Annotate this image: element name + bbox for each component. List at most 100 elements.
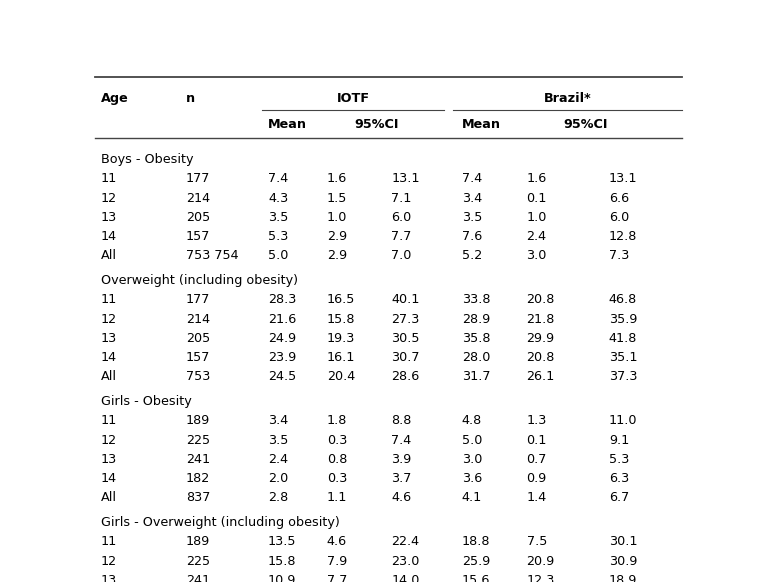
Text: Girls - Obesity: Girls - Obesity <box>101 395 191 408</box>
Text: 14: 14 <box>101 230 117 243</box>
Text: 31.7: 31.7 <box>462 370 490 384</box>
Text: 12: 12 <box>101 555 117 567</box>
Text: 1.6: 1.6 <box>327 172 347 185</box>
Text: 0.9: 0.9 <box>527 472 547 485</box>
Text: Brazil*: Brazil* <box>543 91 591 105</box>
Text: 177: 177 <box>186 172 210 185</box>
Text: 837: 837 <box>186 491 210 505</box>
Text: 1.1: 1.1 <box>327 491 347 505</box>
Text: 26.1: 26.1 <box>527 370 555 384</box>
Text: 214: 214 <box>186 191 210 204</box>
Text: 30.5: 30.5 <box>391 332 420 345</box>
Text: 6.3: 6.3 <box>609 472 629 485</box>
Text: Boys - Obesity: Boys - Obesity <box>101 153 193 166</box>
Text: Age: Age <box>101 91 128 105</box>
Text: Overweight (including obesity): Overweight (including obesity) <box>101 274 298 287</box>
Text: 28.0: 28.0 <box>462 351 490 364</box>
Text: 6.6: 6.6 <box>609 191 629 204</box>
Text: 6.7: 6.7 <box>609 491 629 505</box>
Text: All: All <box>101 249 117 262</box>
Text: 12.8: 12.8 <box>609 230 637 243</box>
Text: 3.9: 3.9 <box>391 453 412 466</box>
Text: 0.3: 0.3 <box>327 434 347 446</box>
Text: 21.8: 21.8 <box>527 313 555 325</box>
Text: 28.6: 28.6 <box>391 370 420 384</box>
Text: 18.8: 18.8 <box>462 535 490 548</box>
Text: 225: 225 <box>186 434 210 446</box>
Text: 20.8: 20.8 <box>527 293 555 306</box>
Text: 13: 13 <box>101 574 117 582</box>
Text: 1.0: 1.0 <box>527 211 547 223</box>
Text: 4.6: 4.6 <box>327 535 347 548</box>
Text: 1.5: 1.5 <box>327 191 347 204</box>
Text: 0.1: 0.1 <box>527 191 547 204</box>
Text: 2.4: 2.4 <box>527 230 547 243</box>
Text: 7.7: 7.7 <box>327 574 347 582</box>
Text: 0.1: 0.1 <box>527 434 547 446</box>
Text: 40.1: 40.1 <box>391 293 420 306</box>
Text: 9.1: 9.1 <box>609 434 629 446</box>
Text: n: n <box>186 91 195 105</box>
Text: 7.4: 7.4 <box>462 172 482 185</box>
Text: 16.5: 16.5 <box>327 293 356 306</box>
Text: 1.6: 1.6 <box>527 172 547 185</box>
Text: 11: 11 <box>101 293 117 306</box>
Text: 19.3: 19.3 <box>327 332 356 345</box>
Text: 95%CI: 95%CI <box>563 118 607 130</box>
Text: 4.3: 4.3 <box>268 191 288 204</box>
Text: 37.3: 37.3 <box>609 370 637 384</box>
Text: 11.0: 11.0 <box>609 414 637 427</box>
Text: 13.1: 13.1 <box>609 172 637 185</box>
Text: 7.4: 7.4 <box>268 172 288 185</box>
Text: 2.0: 2.0 <box>268 472 288 485</box>
Text: 4.8: 4.8 <box>462 414 482 427</box>
Text: 5.0: 5.0 <box>462 434 482 446</box>
Text: 7.5: 7.5 <box>527 535 547 548</box>
Text: 205: 205 <box>186 211 210 223</box>
Text: 35.1: 35.1 <box>609 351 637 364</box>
Text: 5.3: 5.3 <box>268 230 289 243</box>
Text: 189: 189 <box>186 535 210 548</box>
Text: 33.8: 33.8 <box>462 293 490 306</box>
Text: 24.5: 24.5 <box>268 370 296 384</box>
Text: 177: 177 <box>186 293 210 306</box>
Text: 11: 11 <box>101 414 117 427</box>
Text: 7.1: 7.1 <box>391 191 412 204</box>
Text: 12: 12 <box>101 191 117 204</box>
Text: 46.8: 46.8 <box>609 293 637 306</box>
Text: 7.6: 7.6 <box>462 230 482 243</box>
Text: 13: 13 <box>101 453 117 466</box>
Text: 5.2: 5.2 <box>462 249 482 262</box>
Text: 753: 753 <box>186 370 210 384</box>
Text: 5.0: 5.0 <box>268 249 289 262</box>
Text: 14: 14 <box>101 351 117 364</box>
Text: 41.8: 41.8 <box>609 332 637 345</box>
Text: 3.5: 3.5 <box>268 211 289 223</box>
Text: 18.9: 18.9 <box>609 574 637 582</box>
Text: 27.3: 27.3 <box>391 313 420 325</box>
Text: 24.9: 24.9 <box>268 332 296 345</box>
Text: 157: 157 <box>186 230 210 243</box>
Text: 182: 182 <box>186 472 210 485</box>
Text: 13.1: 13.1 <box>391 172 420 185</box>
Text: 7.4: 7.4 <box>391 434 412 446</box>
Text: 3.5: 3.5 <box>268 434 289 446</box>
Text: 95%CI: 95%CI <box>355 118 399 130</box>
Text: 3.4: 3.4 <box>462 191 482 204</box>
Text: 12.3: 12.3 <box>527 574 555 582</box>
Text: All: All <box>101 370 117 384</box>
Text: 241: 241 <box>186 453 210 466</box>
Text: 16.1: 16.1 <box>327 351 356 364</box>
Text: 753 754: 753 754 <box>186 249 239 262</box>
Text: 225: 225 <box>186 555 210 567</box>
Text: 15.6: 15.6 <box>462 574 490 582</box>
Text: 3.7: 3.7 <box>391 472 412 485</box>
Text: 6.0: 6.0 <box>609 211 629 223</box>
Text: 1.0: 1.0 <box>327 211 347 223</box>
Text: 157: 157 <box>186 351 210 364</box>
Text: 13: 13 <box>101 211 117 223</box>
Text: 4.6: 4.6 <box>391 491 412 505</box>
Text: 3.5: 3.5 <box>462 211 482 223</box>
Text: 205: 205 <box>186 332 210 345</box>
Text: 13.5: 13.5 <box>268 535 296 548</box>
